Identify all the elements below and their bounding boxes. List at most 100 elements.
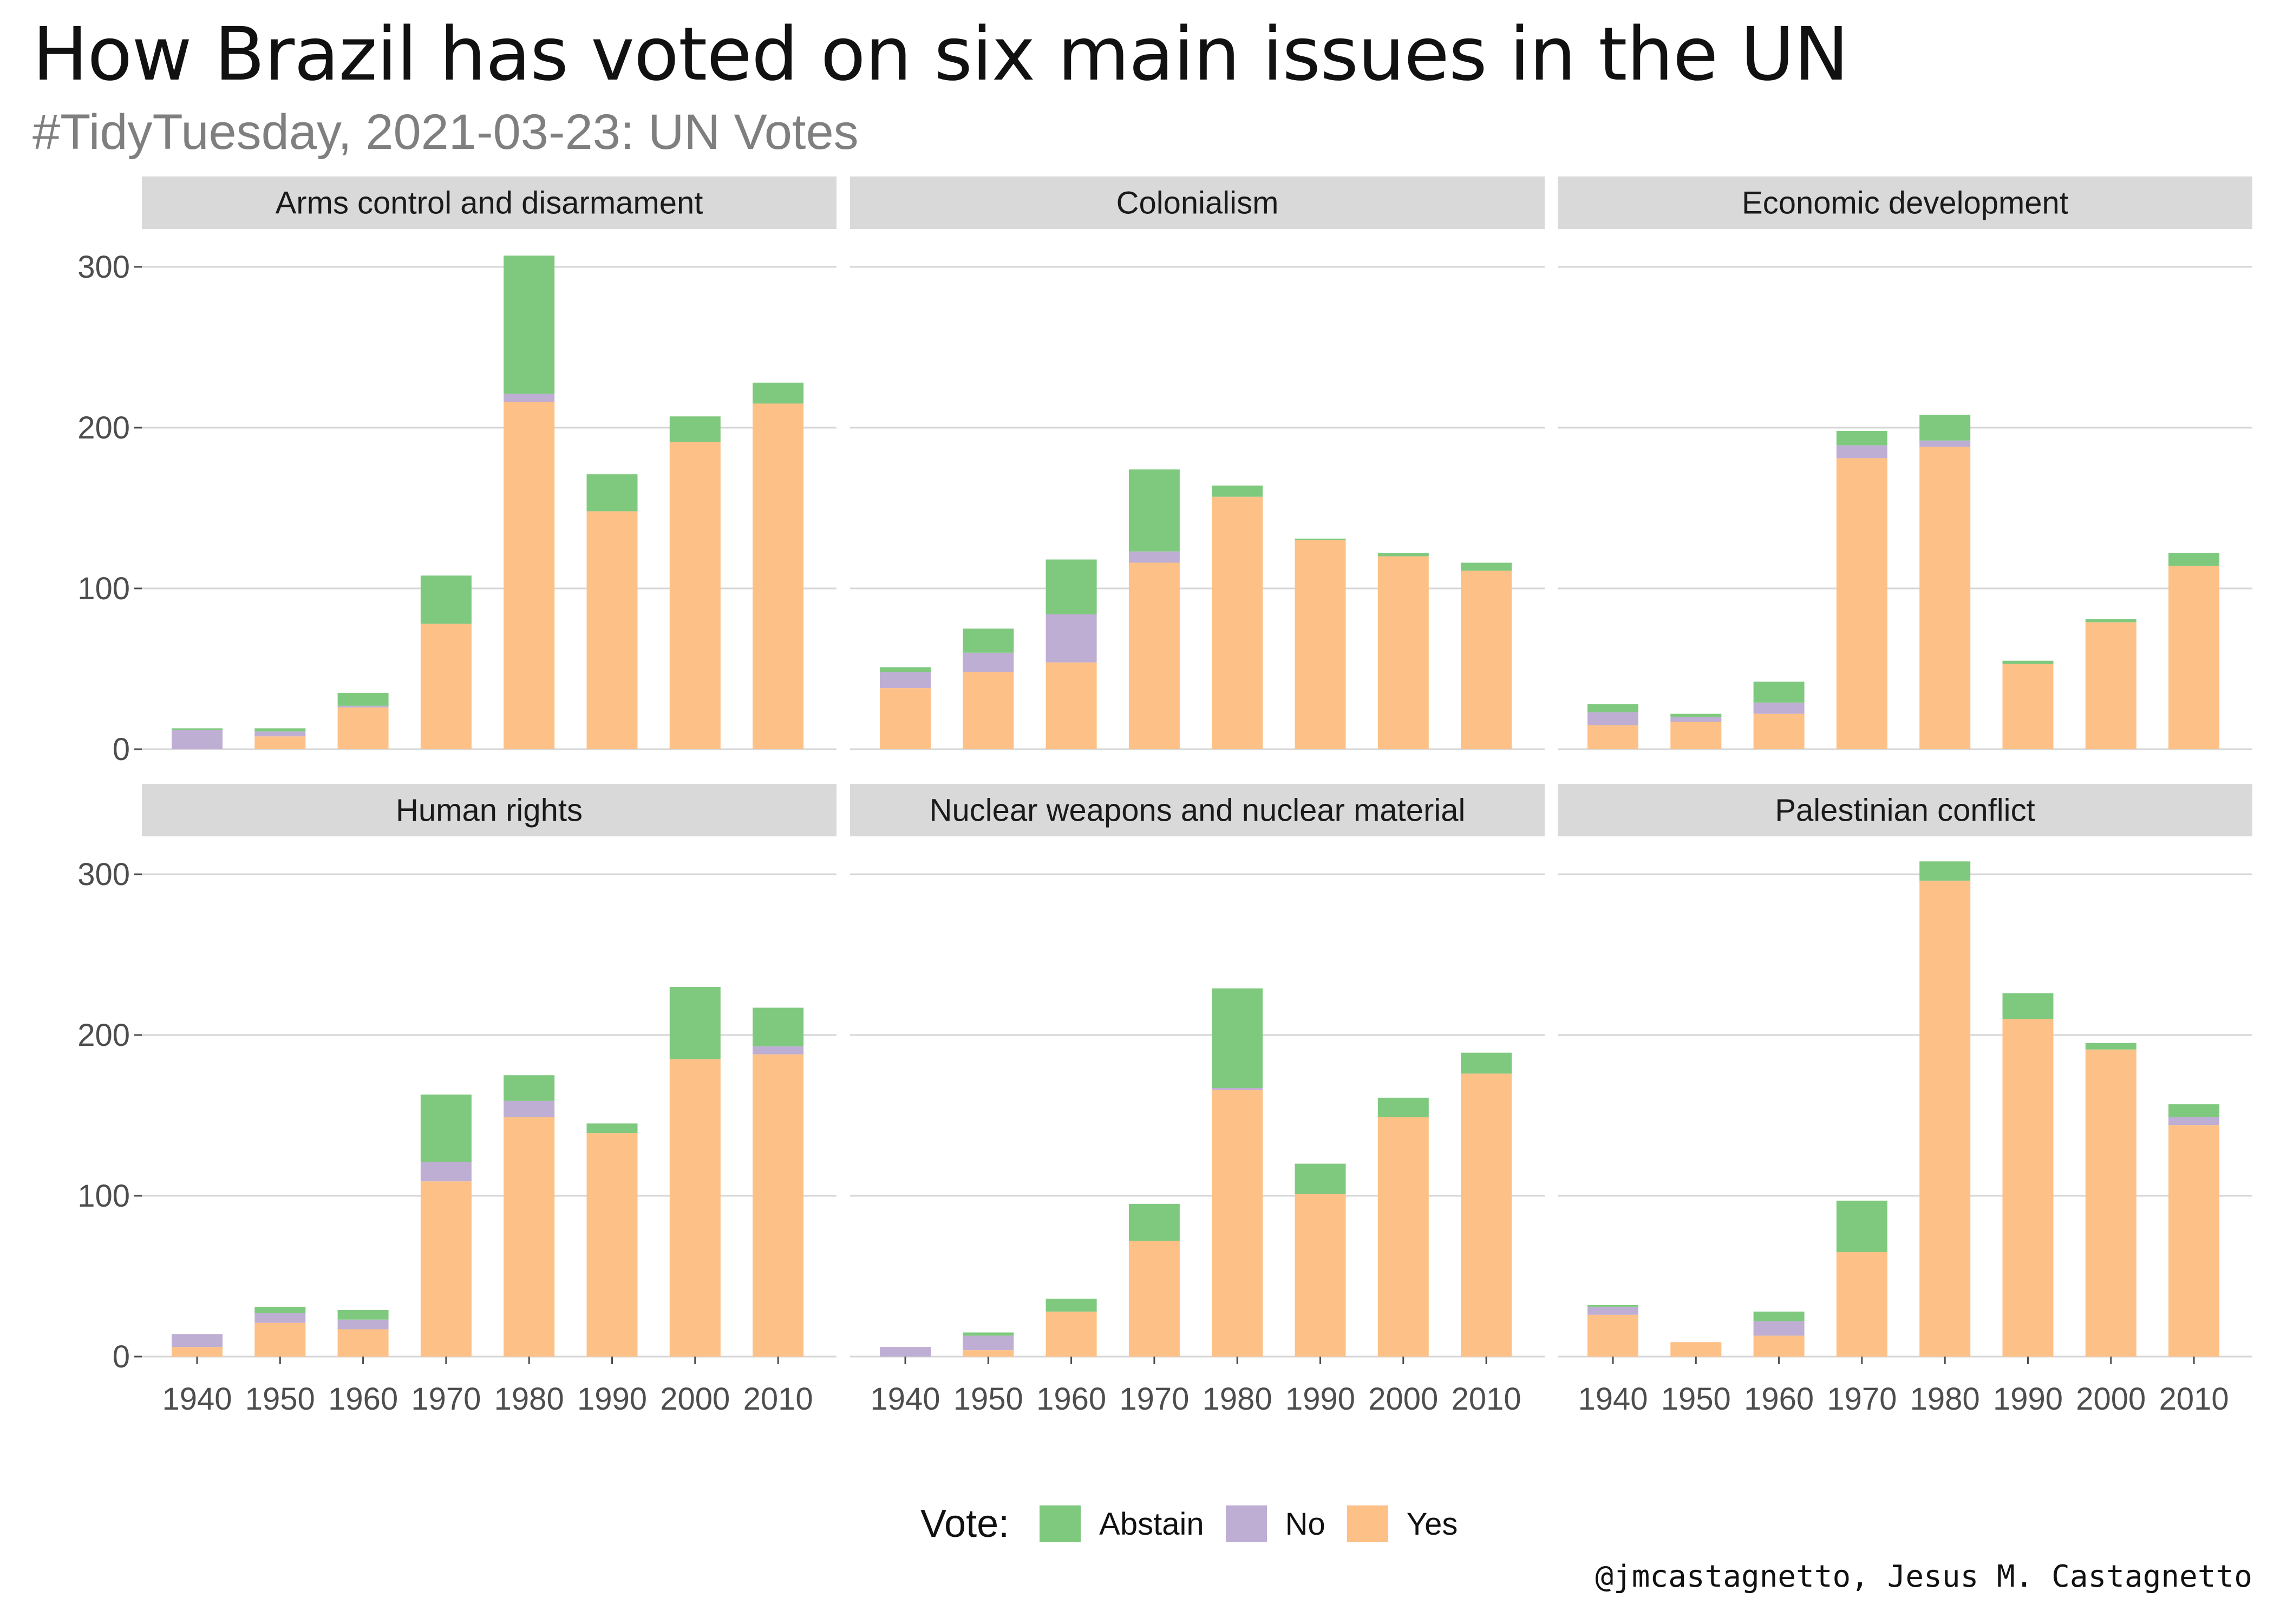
bar-palestinian-conflict-1940-no (1587, 1306, 1638, 1315)
facet-strip-arms-control-and-disarmament (142, 176, 837, 229)
x-tick-label-human-rights-2010: 2010 (743, 1381, 813, 1417)
bar-economic-development-1970-yes (1836, 458, 1887, 749)
bar-human-rights-1980-no (504, 1101, 555, 1117)
bar-arms-control-and-disarmament-1960-no (337, 705, 389, 708)
x-tick-label-palestinian-conflict-1990: 1990 (1993, 1381, 2063, 1417)
facet-strip-human-rights (142, 784, 837, 836)
bar-economic-development-1990-yes (2002, 664, 2054, 749)
bar-human-rights-1960-abstain (337, 1309, 389, 1320)
bar-colonialism-1960-abstain (1045, 559, 1097, 614)
bar-colonialism-1950-abstain (963, 628, 1014, 653)
bar-economic-development-2010-abstain (2168, 553, 2220, 566)
bar-colonialism-1970-yes (1128, 562, 1180, 749)
x-tick-label-nuclear-weapons-and-nuclear-material-2010: 2010 (1452, 1381, 1521, 1417)
y-tick-label-300: 300 (77, 250, 130, 285)
bar-human-rights-2010-abstain (753, 1007, 804, 1046)
bar-colonialism-1950-no (963, 652, 1014, 672)
bar-colonialism-1940-no (880, 672, 931, 689)
bar-nuclear-weapons-and-nuclear-material-1970-yes (1128, 1241, 1180, 1357)
bar-colonialism-1950-yes (963, 672, 1014, 749)
bar-economic-development-1970-no (1836, 445, 1887, 459)
x-tick-label-nuclear-weapons-and-nuclear-material-1970: 1970 (1119, 1381, 1189, 1417)
bar-palestinian-conflict-1960-yes (1753, 1335, 1805, 1357)
x-tick-label-nuclear-weapons-and-nuclear-material-2000: 2000 (1368, 1381, 1438, 1417)
bar-palestinian-conflict-1960-no (1753, 1321, 1805, 1336)
facet-strip-palestinian-conflict (1558, 784, 2252, 836)
bar-palestinian-conflict-1940-abstain (1587, 1305, 1638, 1307)
bar-economic-development-1980-yes (1919, 447, 1971, 749)
bar-human-rights-1970-yes (420, 1181, 472, 1357)
chart-subtitle: #TidyTuesday, 2021-03-23: UN Votes (32, 104, 859, 160)
bar-nuclear-weapons-and-nuclear-material-1950-no (963, 1335, 1014, 1351)
chart-title: How Brazil has voted on six main issues … (32, 12, 1849, 97)
x-tick-label-palestinian-conflict-1950: 1950 (1661, 1381, 1731, 1417)
bar-economic-development-1950-abstain (1670, 713, 1722, 717)
bar-palestinian-conflict-1970-yes (1836, 1252, 1887, 1357)
bar-arms-control-and-disarmament-1980-yes (504, 402, 555, 749)
bar-economic-development-2000-abstain (2085, 619, 2136, 623)
x-tick-label-human-rights-1970: 1970 (411, 1381, 481, 1417)
bar-human-rights-2010-yes (753, 1054, 804, 1357)
bar-palestinian-conflict-1990-abstain (2002, 993, 2054, 1019)
y-tick-label-0: 0 (113, 1339, 130, 1374)
legend-label-no: No (1285, 1506, 1325, 1542)
legend-item-no: No (1225, 1505, 1325, 1542)
bar-economic-development-1940-yes (1587, 725, 1638, 749)
facet-strip-nuclear-weapons-and-nuclear-material (850, 784, 1545, 836)
bar-human-rights-2010-no (753, 1046, 804, 1055)
bar-arms-control-and-disarmament-1970-abstain (420, 575, 472, 624)
legend-swatch-abstain (1040, 1505, 1081, 1542)
x-tick-label-human-rights-1960: 1960 (328, 1381, 398, 1417)
x-tick-label-nuclear-weapons-and-nuclear-material-1980: 1980 (1203, 1381, 1272, 1417)
bar-nuclear-weapons-and-nuclear-material-2010-abstain (1461, 1052, 1512, 1074)
bar-arms-control-and-disarmament-1970-yes (420, 624, 472, 749)
bar-human-rights-1980-abstain (504, 1075, 555, 1101)
bar-palestinian-conflict-1980-yes (1919, 880, 1971, 1357)
bar-arms-control-and-disarmament-1990-yes (586, 511, 638, 749)
bar-colonialism-1960-no (1045, 614, 1097, 663)
x-tick-label-nuclear-weapons-and-nuclear-material-1940: 1940 (870, 1381, 940, 1417)
bar-human-rights-1950-no (254, 1313, 306, 1323)
bar-arms-control-and-disarmament-1960-yes (337, 707, 389, 749)
bar-colonialism-2010-yes (1461, 571, 1512, 749)
bar-nuclear-weapons-and-nuclear-material-2010-yes (1461, 1073, 1512, 1357)
bar-human-rights-1950-yes (254, 1322, 306, 1357)
y-tick-label-100: 100 (77, 1178, 130, 1214)
bar-palestinian-conflict-1960-abstain (1753, 1311, 1805, 1321)
bar-palestinian-conflict-1940-yes (1587, 1314, 1638, 1357)
legend-swatch-yes (1347, 1505, 1388, 1542)
bar-arms-control-and-disarmament-2010-abstain (753, 382, 804, 404)
bar-arms-control-and-disarmament-2000-abstain (669, 416, 721, 442)
bar-nuclear-weapons-and-nuclear-material-1990-yes (1295, 1194, 1346, 1357)
y-tick-label-100: 100 (77, 571, 130, 606)
legend-swatch-no (1225, 1505, 1267, 1542)
bar-human-rights-1960-yes (337, 1329, 389, 1357)
bar-palestinian-conflict-2010-no (2168, 1117, 2220, 1125)
bar-nuclear-weapons-and-nuclear-material-1960-yes (1045, 1311, 1097, 1357)
bar-human-rights-1970-abstain (420, 1094, 472, 1162)
bar-palestinian-conflict-1990-yes (2002, 1019, 2054, 1357)
bar-colonialism-1980-abstain (1212, 485, 1263, 497)
bar-nuclear-weapons-and-nuclear-material-1950-yes (963, 1350, 1014, 1357)
facet-title-nuclear-weapons-and-nuclear-material: Nuclear weapons and nuclear material (930, 793, 1466, 828)
x-tick-label-palestinian-conflict-2010: 2010 (2159, 1381, 2229, 1417)
x-tick-label-nuclear-weapons-and-nuclear-material-1960: 1960 (1036, 1381, 1106, 1417)
bar-nuclear-weapons-and-nuclear-material-1940-no (880, 1347, 931, 1357)
x-tick-label-human-rights-1980: 1980 (494, 1381, 564, 1417)
bar-nuclear-weapons-and-nuclear-material-1970-abstain (1128, 1203, 1180, 1241)
bar-palestinian-conflict-2010-yes (2168, 1125, 2220, 1357)
bar-colonialism-1990-abstain (1295, 538, 1346, 540)
bar-colonialism-1970-no (1128, 551, 1180, 563)
y-tick-label-0: 0 (113, 732, 130, 767)
bar-colonialism-1980-yes (1212, 496, 1263, 749)
facet-title-palestinian-conflict: Palestinian conflict (1775, 793, 2035, 828)
bar-arms-control-and-disarmament-2000-yes (669, 442, 721, 749)
facet-title-human-rights: Human rights (396, 793, 583, 828)
facet-title-economic-development: Economic development (1742, 186, 2068, 221)
bar-economic-development-1950-yes (1670, 722, 1722, 749)
facet-strip-economic-development (1558, 176, 2252, 229)
bar-arms-control-and-disarmament-1950-abstain (254, 728, 306, 732)
x-tick-label-human-rights-1950: 1950 (245, 1381, 315, 1417)
y-tick-label-200: 200 (77, 410, 130, 446)
